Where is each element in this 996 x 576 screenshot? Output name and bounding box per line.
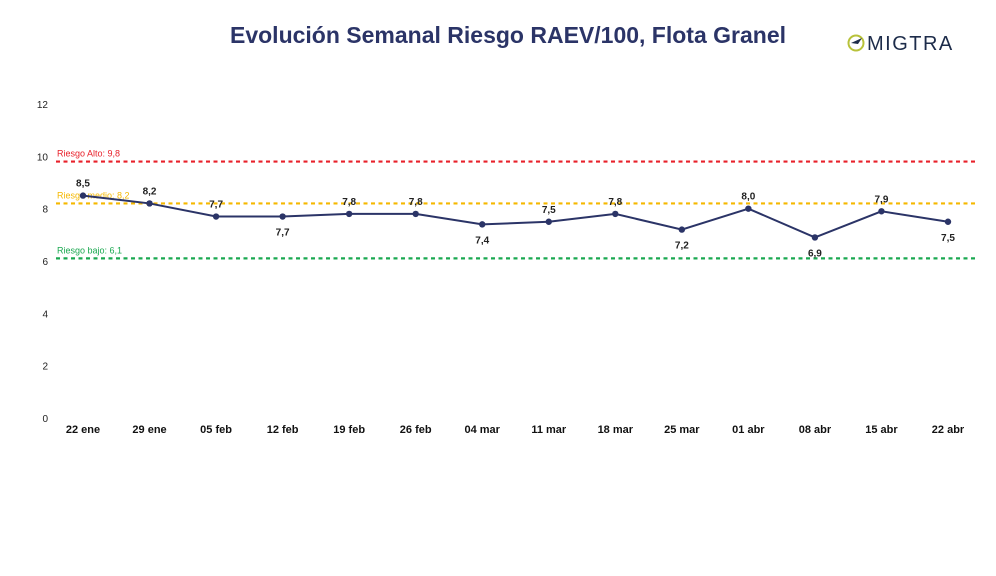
x-tick-label: 25 mar [664, 424, 700, 436]
data-point [612, 210, 619, 218]
data-point [212, 213, 220, 220]
series-line [79, 192, 952, 241]
data-label: 8,0 [741, 192, 755, 203]
y-tick-label: 4 [42, 309, 48, 320]
data-point [545, 218, 552, 225]
x-tick-label: 01 abr [732, 424, 765, 436]
data-label: 7,9 [875, 194, 889, 205]
data-point [146, 200, 153, 207]
y-tick-label: 12 [37, 100, 49, 111]
reference-line-label: Riesgo bajo: 6,1 [57, 245, 122, 255]
data-label: 7,2 [675, 241, 689, 252]
data-point [745, 205, 752, 212]
x-tick-label: 26 feb [400, 424, 432, 436]
series-path [82, 194, 949, 239]
x-tick-label: 22 abr [932, 424, 965, 436]
x-tick-label: 05 feb [200, 424, 232, 436]
y-axis: 0 2 4 6 8 10 12 [37, 100, 49, 425]
x-tick-label: 22 ene [66, 424, 100, 436]
migtra-logo: MIGTRA [847, 33, 954, 55]
data-point [79, 192, 87, 199]
reference-line-label: Riesgo Alto: 9,8 [57, 149, 120, 159]
data-label: 8,2 [143, 186, 157, 197]
y-tick-label: 2 [42, 362, 48, 373]
data-label: 7,8 [342, 197, 356, 208]
reference-line-label: Riesgo medio: 8,2 [57, 190, 130, 200]
data-point [412, 210, 419, 218]
y-tick-label: 0 [42, 414, 48, 425]
chart-title: Evolución Semanal Riesgo RAEV/100, Flota… [230, 22, 786, 48]
data-point [678, 226, 686, 233]
data-label: 7,5 [542, 205, 556, 216]
data-label: 7,5 [941, 233, 955, 244]
data-label: 7,7 [276, 228, 290, 239]
y-tick-label: 10 [37, 152, 49, 163]
data-label: 7,8 [608, 197, 622, 208]
data-point [279, 213, 286, 220]
data-point [345, 210, 353, 218]
x-axis: 22 ene 29 ene 05 feb 12 feb 19 feb 26 feb 04 m… [66, 424, 965, 436]
logo-text: MIGTRA [867, 33, 954, 55]
data-label: 8,5 [76, 179, 90, 190]
x-tick-label: 29 ene [132, 424, 166, 436]
reference-lines: Riesgo Alto: 9,8 Riesgo medio: 8,2 Riesgo … [56, 149, 976, 260]
data-point [479, 221, 486, 228]
data-label: 7,4 [475, 235, 489, 246]
data-label: 7,7 [209, 200, 223, 211]
x-tick-label: 15 abr [865, 424, 898, 436]
x-tick-label: 18 mar [598, 424, 634, 436]
x-tick-label: 04 mar [464, 424, 500, 436]
data-point [878, 208, 885, 215]
y-tick-label: 6 [42, 257, 48, 268]
x-tick-label: 12 feb [267, 424, 299, 436]
data-labels: 8,5 8,2 7,7 7,7 7,8 7,8 7,4 7,5 7,8 7,2 8,0 6,9 7,9 7… [76, 179, 955, 260]
data-point [811, 234, 819, 241]
data-label: 6,9 [808, 248, 822, 259]
y-tick-label: 8 [42, 205, 48, 216]
x-tick-label: 11 mar [531, 424, 567, 436]
x-tick-label: 19 feb [333, 424, 365, 436]
data-point [944, 218, 952, 225]
logo-compass-icon [847, 34, 865, 52]
data-label: 7,8 [409, 197, 423, 208]
x-tick-label: 08 abr [799, 424, 832, 436]
